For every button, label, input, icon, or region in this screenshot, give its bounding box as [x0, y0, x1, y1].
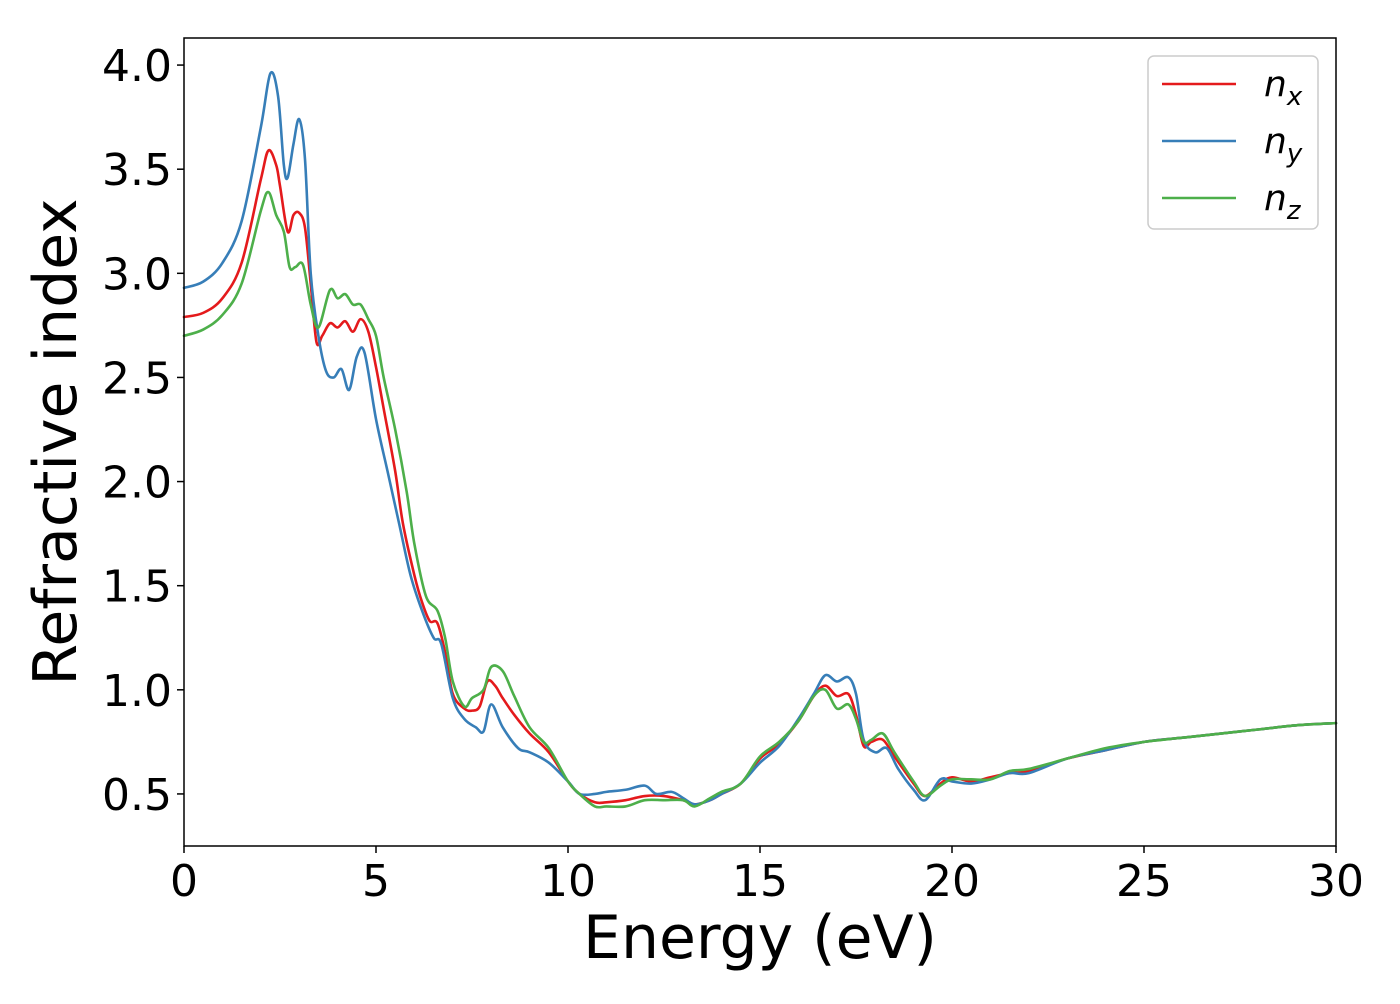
legend-label-subscript: x	[1286, 82, 1303, 112]
x-tick-label: 25	[1116, 856, 1172, 907]
legend-label-base: n	[1264, 64, 1287, 105]
legend-label-subscript: z	[1286, 196, 1302, 226]
y-tick-label: 0.5	[102, 770, 172, 821]
plot-background	[184, 38, 1336, 846]
y-axis-label: Refractive index	[21, 198, 91, 685]
x-tick-label: 15	[732, 856, 788, 907]
y-tick-label: 2.0	[102, 458, 172, 509]
y-tick-label: 4.0	[102, 41, 172, 92]
legend-box	[1147, 55, 1319, 230]
y-tick-label: 1.5	[102, 562, 172, 613]
legend-label-nz: nz	[1264, 178, 1302, 226]
series-line-n-z	[182, 190, 1338, 809]
y-axis-ticks: 0.5 1.0 1.5 2.0 2.5 3.0 3.5 4.0	[102, 41, 184, 821]
x-axis-label: Energy (eV)	[583, 903, 937, 973]
legend-label-ny: ny	[1264, 121, 1303, 169]
series-layer	[182, 70, 1338, 809]
legend-label-base: n	[1264, 121, 1287, 162]
x-tick-label: 10	[540, 856, 596, 907]
y-tick-label: 3.0	[102, 249, 172, 300]
y-tick-label: 3.5	[102, 145, 172, 196]
x-axis-ticks: 0 5 10 15 20 25 30	[170, 846, 1364, 907]
x-tick-label: 20	[924, 856, 980, 907]
legend-label-subscript: y	[1286, 139, 1303, 169]
x-tick-label: 5	[362, 856, 390, 907]
x-tick-label: 30	[1308, 856, 1364, 907]
y-tick-label: 1.0	[102, 666, 172, 717]
series-line-n-y	[182, 70, 1338, 806]
y-tick-label: 2.5	[102, 353, 172, 404]
legend-label-base: n	[1264, 178, 1287, 219]
x-tick-label: 0	[170, 856, 198, 907]
legend-label-nx: nx	[1264, 64, 1303, 112]
